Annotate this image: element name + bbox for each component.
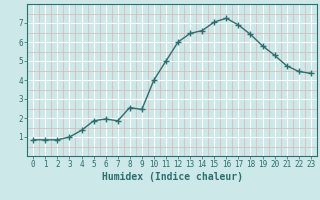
X-axis label: Humidex (Indice chaleur): Humidex (Indice chaleur) [101, 172, 243, 182]
